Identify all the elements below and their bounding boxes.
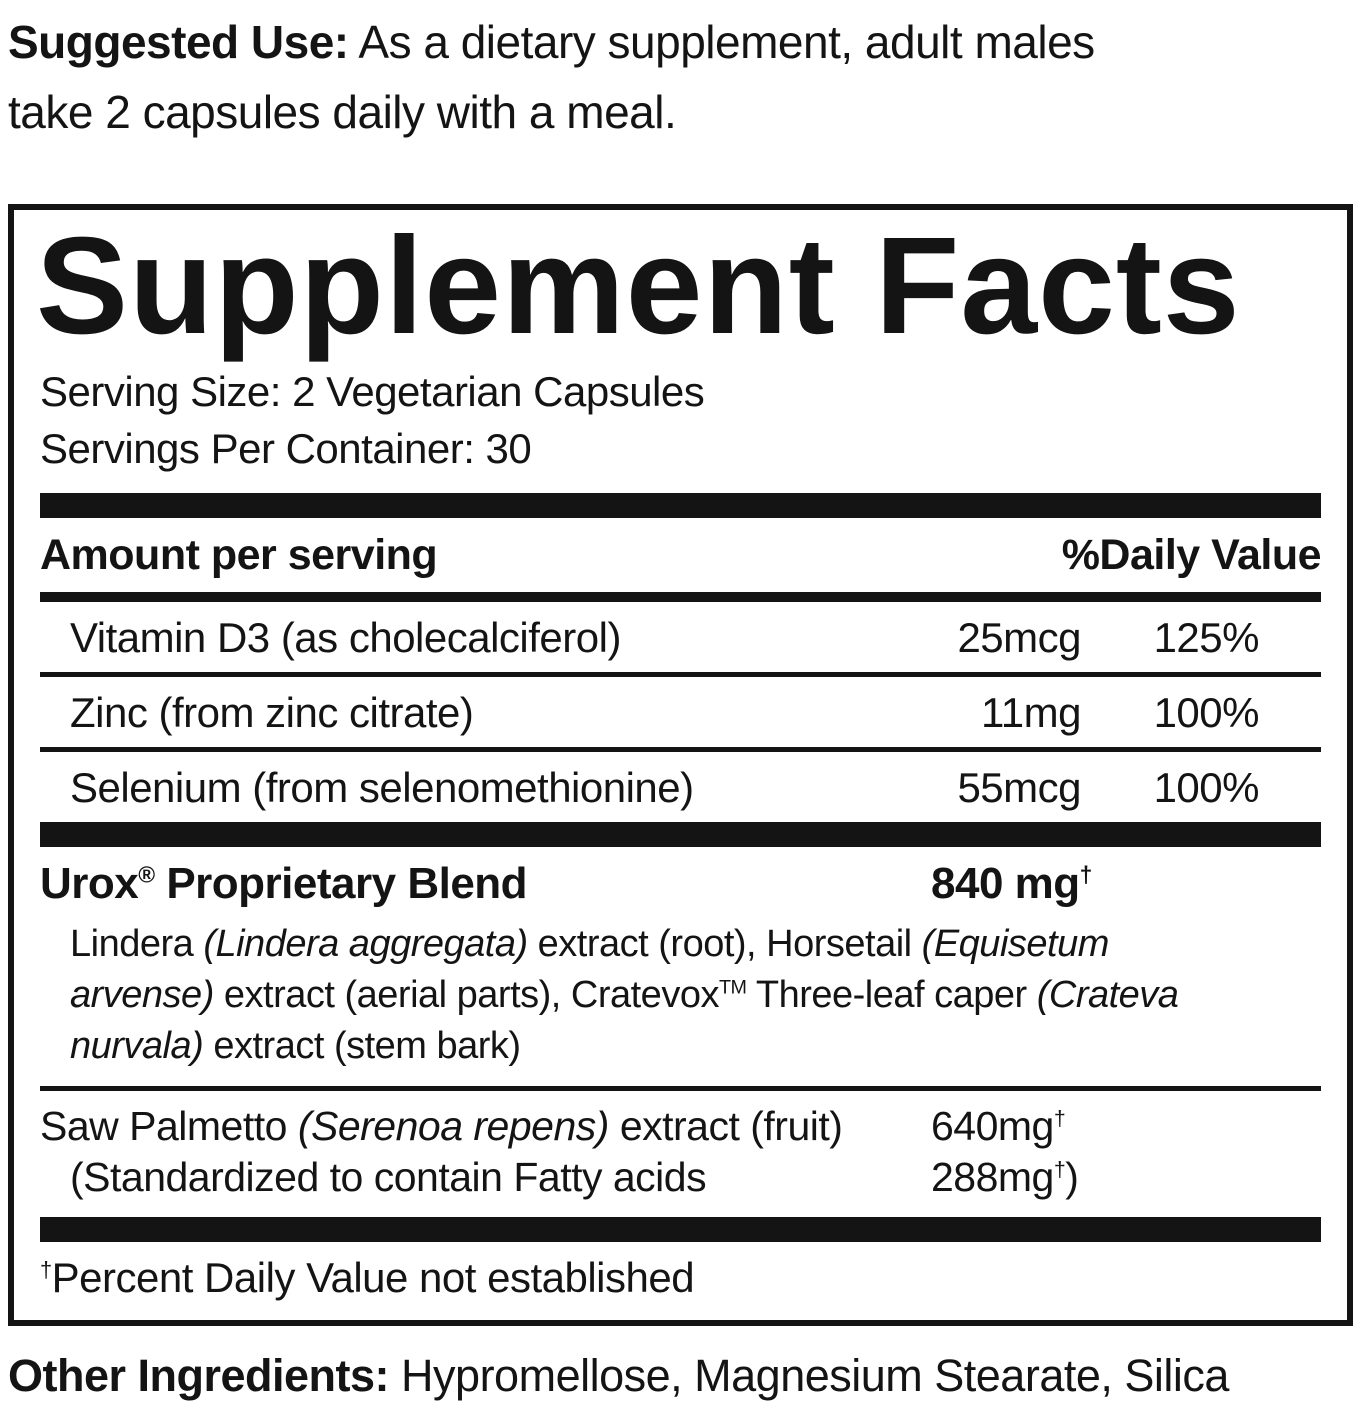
panel-title: Supplement Facts: [36, 208, 1241, 363]
proprietary-blend-row: Urox® Proprietary Blend 840 mg†: [40, 847, 1321, 913]
blend-desc-segment-latin: (Lindera aggregata): [203, 923, 528, 966]
blend-brand: Urox: [40, 859, 139, 909]
facts-table-header: Amount per serving %Daily Value: [40, 518, 1322, 592]
blend-desc-segment: extract (stem bark): [203, 1025, 521, 1068]
nutrient-name: Vitamin D3 (as cholecalciferol): [70, 614, 621, 662]
blend-amount-value: 840 mg: [931, 859, 1080, 909]
dagger-mark: †: [1053, 1106, 1066, 1131]
blend-description-line: Lindera (Lindera aggregata) extract (roo…: [70, 919, 1321, 970]
registered-mark: ®: [138, 861, 155, 888]
blend-desc-segment-latin: nurvala): [70, 1025, 204, 1068]
dagger-mark: †: [1079, 861, 1093, 888]
saw-palmetto-amount-value: 640mg: [931, 1103, 1054, 1150]
nutrient-amount: 25mcg: [957, 614, 1081, 662]
blend-desc-segment: extract (aerial parts), Cratevox: [213, 974, 720, 1017]
proprietary-blend-amount: 840 mg†: [931, 859, 1321, 909]
nutrient-daily-value: 100%: [1153, 764, 1260, 812]
blend-desc-segment-latin: arvense): [70, 974, 214, 1017]
suggested-use-label: Suggested Use:: [8, 16, 349, 68]
saw-palmetto-name: Saw Palmetto (Serenoa repens) extract (f…: [40, 1103, 931, 1150]
standardized-amount: 288mg†): [931, 1154, 1321, 1201]
nutrient-name: Zinc (from zinc citrate): [70, 689, 474, 737]
row-divider: [40, 1086, 1321, 1092]
nutrient-row: Selenium (from selenomethionine) 55mcg 1…: [40, 752, 1321, 822]
nutrient-amount: 55mcg: [957, 764, 1081, 812]
servings-per-container: Servings Per Container: 30: [40, 424, 532, 472]
other-ingredients-label: Other Ingredients:: [8, 1350, 390, 1402]
standardized-amount-value: 288mg: [931, 1154, 1054, 1201]
blend-name-rest: Proprietary Blend: [154, 859, 528, 909]
saw-palmetto-segment: extract (fruit): [608, 1103, 843, 1150]
saw-palmetto-amount: 640mg†: [931, 1103, 1321, 1150]
daily-value-header: %Daily Value: [1061, 531, 1322, 580]
supplement-facts-panel: Supplement Facts Serving Size: 2 Vegetar…: [8, 203, 1353, 1327]
saw-palmetto-segment: Saw Palmetto: [40, 1103, 298, 1150]
saw-palmetto-standardized-row: (Standardized to contain Fatty acids 288…: [40, 1154, 1321, 1217]
saw-palmetto-row: Saw Palmetto (Serenoa repens) extract (f…: [40, 1091, 1321, 1154]
thick-divider-middle: [40, 822, 1321, 848]
saw-palmetto-latin: (Serenoa repens): [297, 1103, 610, 1150]
blend-description-line: nurvala) extract (stem bark): [70, 1021, 1321, 1072]
footnote-text: Percent Daily Value not established: [51, 1254, 695, 1302]
nutrient-name: Selenium (from selenomethionine): [70, 764, 694, 812]
header-divider: [40, 592, 1321, 603]
blend-desc-segment: Three-leaf caper: [746, 974, 1037, 1017]
serving-size: Serving Size: 2 Vegetarian Capsules: [40, 368, 705, 415]
nutrient-amount: 11mg: [981, 689, 1081, 737]
blend-desc-segment: Lindera: [70, 923, 204, 966]
other-ingredients-text: Hypromellose, Magnesium Stearate, Silica: [389, 1350, 1229, 1402]
blend-desc-segment: extract (root), Horsetail: [527, 923, 922, 966]
proprietary-blend-name: Urox® Proprietary Blend: [40, 859, 931, 909]
nutrient-daily-value: 125%: [1153, 614, 1260, 662]
nutrient-row: Zinc (from zinc citrate) 11mg 100%: [40, 677, 1321, 747]
thick-divider-top: [40, 493, 1321, 519]
dagger-mark: †: [1053, 1157, 1066, 1182]
nutrient-row: Vitamin D3 (as cholecalciferol) 25mcg 12…: [40, 602, 1321, 672]
nutrient-daily-value: 100%: [1153, 689, 1260, 737]
other-ingredients: Other Ingredients: Hypromellose, Magnesi…: [8, 1350, 1362, 1402]
standardized-close-paren: ): [1065, 1154, 1079, 1201]
trademark-mark: TM: [718, 976, 747, 999]
standardized-text: (Standardized to contain Fatty acids: [70, 1154, 707, 1201]
blend-description: Lindera (Lindera aggregata) extract (roo…: [40, 913, 1321, 1086]
suggested-use-body: As a dietary supplement, adult males tak…: [8, 16, 1095, 138]
blend-desc-segment-latin: (Equisetum: [921, 923, 1110, 966]
suggested-use-text: Suggested Use: As a dietary supplement, …: [8, 8, 1158, 148]
blend-desc-segment-latin: (Crateva: [1036, 974, 1179, 1017]
dagger-mark: †: [40, 1257, 52, 1283]
blend-description-line: arvense) extract (aerial parts), Cratevo…: [70, 970, 1321, 1021]
row-divider: [40, 747, 1321, 753]
amount-per-serving-header: Amount per serving: [40, 531, 438, 580]
daily-value-footnote: †Percent Daily Value not established: [40, 1242, 1321, 1320]
thick-divider-bottom: [40, 1217, 1321, 1243]
row-divider: [40, 672, 1321, 678]
